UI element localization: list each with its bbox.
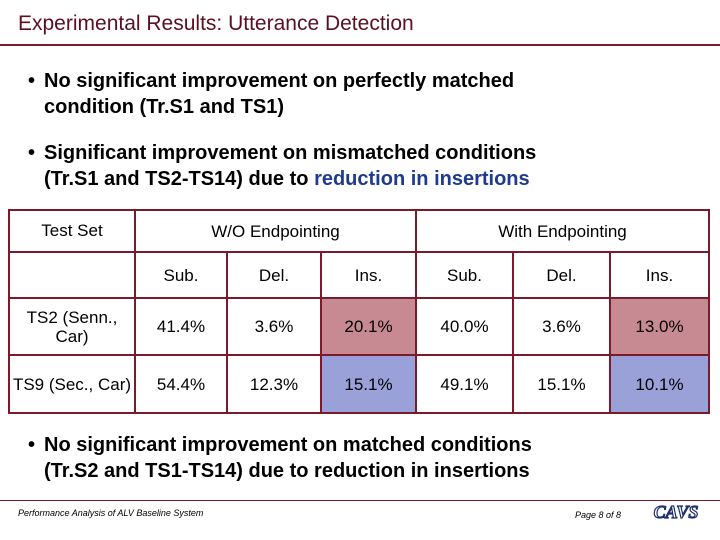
header-test-set: Test Set — [10, 211, 134, 251]
row-label: TS9 (Sec., Car) — [10, 356, 134, 412]
table-cell: 15.1% — [514, 356, 609, 412]
results-table: Test Set W/O Endpointing With Endpointin… — [8, 209, 710, 414]
slide-title: Experimental Results: Utterance Detectio… — [18, 12, 414, 35]
bullet-2: • Significant improvement on mismatched … — [28, 140, 536, 192]
header-sub: Sub. — [136, 253, 226, 297]
page-number: Page 8 of 8 — [575, 510, 622, 520]
bullet-2-highlight: reduction in insertions — [314, 168, 530, 190]
bullet-dot: • — [28, 70, 36, 92]
footer-title: Performance Analysis of ALV Baseline Sys… — [18, 508, 204, 518]
header-ins: Ins. — [611, 253, 708, 297]
table-cell-highlight: 10.1% — [611, 356, 708, 412]
footer-divider — [0, 500, 720, 501]
bullet-3-line-1: No significant improvement on matched co… — [44, 434, 532, 456]
header-del: Del. — [514, 253, 609, 297]
cavs-logo: CAVS — [648, 501, 704, 523]
header-del: Del. — [228, 253, 320, 297]
table-cell: 49.1% — [417, 356, 512, 412]
table-cell-highlight: 20.1% — [322, 299, 415, 354]
bullet-dot: • — [28, 434, 36, 456]
table-cell: 41.4% — [136, 299, 226, 354]
table-cell: 12.3% — [228, 356, 320, 412]
row-label: TS2 (Senn., Car) — [10, 299, 134, 354]
bullet-2-line-2-text: (Tr.S1 and TS2-TS14) due to — [44, 168, 315, 190]
table-cell: 3.6% — [514, 299, 609, 354]
table-cell: 40.0% — [417, 299, 512, 354]
bullet-2-line-1: Significant improvement on mismatched co… — [44, 142, 537, 164]
bullet-1: • No significant improvement on perfectl… — [28, 68, 514, 120]
bullet-2-line-2: (Tr.S1 and TS2-TS14) due to reduction in… — [44, 166, 536, 192]
table-cell: 54.4% — [136, 356, 226, 412]
header-ins: Ins. — [322, 253, 415, 297]
bullet-3-line-2: (Tr.S2 and TS1-TS14) due to reduction in… — [44, 460, 530, 482]
table-cell-highlight: 15.1% — [322, 356, 415, 412]
header-sub: Sub. — [417, 253, 512, 297]
bullet-3: • No significant improvement on matched … — [28, 432, 532, 484]
header-test-set-filler — [10, 253, 134, 297]
header-with-endpointing: With Endpointing — [417, 211, 708, 251]
bullet-dot: • — [28, 142, 36, 164]
table-cell: 3.6% — [228, 299, 320, 354]
bullet-1-line-1: No significant improvement on perfectly … — [44, 70, 515, 92]
bullet-1-line-2: condition (Tr.S1 and TS1) — [44, 96, 285, 118]
table-cell-highlight: 13.0% — [611, 299, 708, 354]
title-divider — [0, 44, 720, 46]
header-wo-endpointing: W/O Endpointing — [136, 211, 415, 251]
logo-text: CAVS — [654, 502, 699, 522]
